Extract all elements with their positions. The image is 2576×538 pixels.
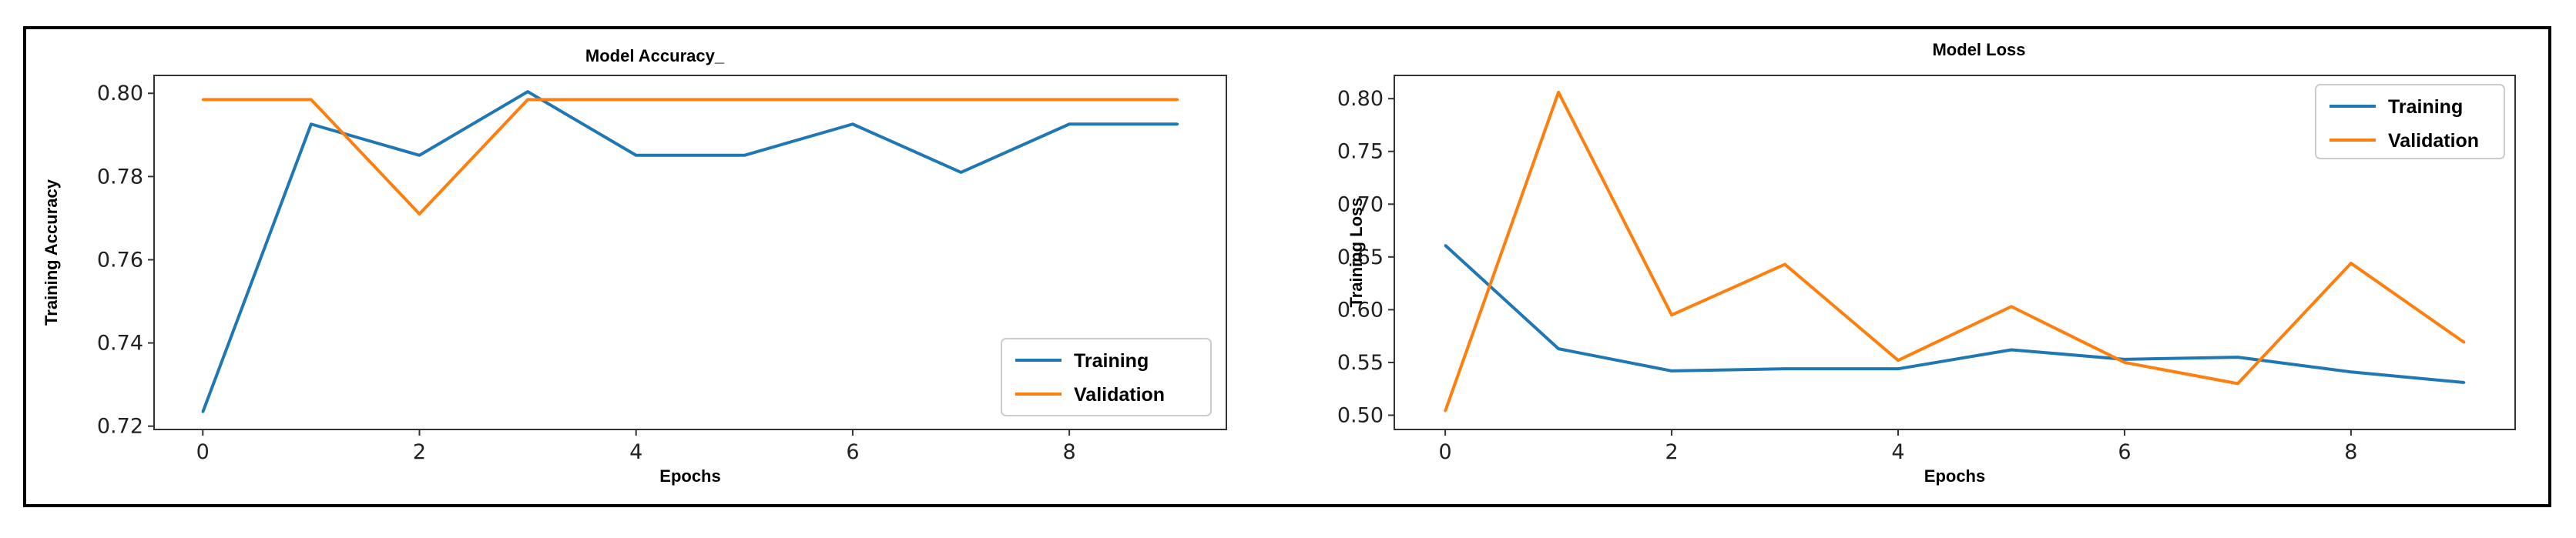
chart1-series-training-point bbox=[526, 90, 529, 93]
chart1-xtick-label: 4 bbox=[629, 440, 642, 464]
chart1-series-training-point bbox=[743, 154, 746, 157]
chart2-series-validation-point bbox=[1670, 313, 1673, 316]
chart2-legend: Training Validation bbox=[2315, 84, 2505, 159]
chart2-series-training-point bbox=[2236, 356, 2239, 359]
chart2-series-training-point bbox=[2350, 370, 2353, 373]
chart1-series-validation-point bbox=[1068, 98, 1071, 101]
chart1-ytick-label: 0.76 bbox=[97, 248, 143, 272]
chart2-series-training-point bbox=[1444, 244, 1447, 247]
chart2-series-validation-line bbox=[1444, 90, 2466, 412]
chart1-series-validation-point bbox=[418, 212, 421, 216]
chart2-ytick-label: 0.75 bbox=[1337, 140, 1384, 164]
chart1-series-validation-point bbox=[201, 98, 204, 101]
chart1-legend-label-training: Training bbox=[1074, 350, 1149, 372]
chart2-ytick-label: 0.55 bbox=[1337, 351, 1384, 375]
chart2-series-validation-point bbox=[1444, 409, 1447, 413]
chart1-legend-box bbox=[1001, 338, 1212, 416]
chart1-series-validation-point bbox=[960, 98, 963, 101]
chart2-legend-label-validation: Validation bbox=[2388, 130, 2479, 152]
chart1-series-validation-point bbox=[635, 98, 638, 101]
chart1-ytick-label: 0.78 bbox=[97, 165, 143, 189]
figure-frame bbox=[23, 26, 2551, 507]
chart2-series-validation-point bbox=[2123, 361, 2126, 364]
chart2-group: Model Loss 0 2 4 6 8 0.50 0.55 0.60 0.65 0.70 0.75 0… bbox=[1337, 40, 2516, 486]
chart1-title: Model Accuracy_ bbox=[585, 46, 725, 65]
chart1-series-training-point bbox=[635, 154, 638, 157]
chart1-group: Model Accuracy_ 0 2 4 6 8 0.72 0.74 0.76 0.78 0.80… bbox=[42, 46, 1227, 486]
chart1-axes-frame bbox=[153, 75, 1227, 430]
chart1-legend: Training Validation bbox=[1001, 338, 1212, 416]
chart1-ytick-label: 0.80 bbox=[97, 82, 143, 105]
chart1-series-validation-point bbox=[310, 98, 313, 101]
chart2-series-training-line bbox=[1444, 244, 2465, 384]
chart2-xtick-label: 0 bbox=[1439, 440, 1452, 464]
chart2-series-validation-point bbox=[1897, 359, 1900, 362]
chart2-ytick-label: 0.65 bbox=[1337, 246, 1384, 269]
chart2-series-validation-point bbox=[2236, 382, 2239, 385]
chart2-series-validation-point bbox=[2010, 305, 2013, 308]
chart2-series-training-point bbox=[2123, 358, 2126, 361]
chart1-series-training-point bbox=[310, 122, 313, 125]
chart2-series-validation-point bbox=[1783, 262, 1786, 266]
chart1-series-validation-point bbox=[743, 98, 746, 101]
chart1-series-training-point bbox=[1176, 122, 1179, 125]
chart1-series-training-point bbox=[851, 122, 854, 125]
chart1-xtick-label: 0 bbox=[196, 440, 210, 464]
chart2-ylabel: Training Loss bbox=[1347, 197, 1366, 307]
chart2-series-training-point bbox=[1557, 347, 1560, 350]
chart1-ylabel: Training Accuracy bbox=[42, 179, 61, 326]
chart2-xtick-label: 8 bbox=[2344, 440, 2357, 464]
chart1-series-training-point bbox=[1068, 122, 1071, 125]
chart2-ytick-label: 0.60 bbox=[1337, 298, 1384, 322]
chart2-series-training-point bbox=[1670, 369, 1673, 373]
chart1-series-training-point bbox=[418, 154, 421, 157]
chart1-series-training-point bbox=[201, 410, 204, 413]
chart1-series-validation-line bbox=[203, 98, 1178, 216]
chart2-series-training-point bbox=[1897, 367, 1900, 370]
chart2-legend-label-training: Training bbox=[2388, 96, 2463, 118]
chart2-xtick-label: 2 bbox=[1665, 440, 1678, 464]
chart2-axes-frame bbox=[1394, 75, 2516, 430]
chart2-series-training-point bbox=[2010, 348, 2013, 351]
chart2-ytick-label: 0.70 bbox=[1337, 192, 1384, 216]
chart1-ytick-label: 0.72 bbox=[97, 415, 143, 439]
chart2-series-training-point bbox=[2463, 381, 2466, 384]
chart2-series-validation-point bbox=[1557, 91, 1560, 94]
chart1-xlabel: Epochs bbox=[659, 466, 720, 486]
chart2-ytick-label: 0.50 bbox=[1337, 403, 1384, 427]
chart1-series-validation-point bbox=[1176, 98, 1179, 101]
chart1-series-validation-point bbox=[526, 98, 529, 101]
chart1-series-training-point bbox=[960, 171, 963, 174]
chart2-title: Model Loss bbox=[1932, 40, 2025, 59]
chart2-ytick-label: 0.80 bbox=[1337, 87, 1384, 111]
chart1-series-validation-point bbox=[851, 98, 854, 101]
chart2-series-validation-point bbox=[2463, 341, 2466, 344]
chart1-xtick-label: 6 bbox=[846, 440, 859, 464]
chart1-xtick-label: 2 bbox=[413, 440, 426, 464]
chart2-xtick-label: 4 bbox=[1891, 440, 1904, 464]
chart1-xtick-label: 8 bbox=[1063, 440, 1076, 464]
chart2-series-validation-point bbox=[2350, 262, 2353, 265]
chart2-xlabel: Epochs bbox=[1924, 466, 1985, 486]
chart2-xtick-label: 6 bbox=[2118, 440, 2131, 464]
chart1-ytick-label: 0.74 bbox=[97, 332, 143, 356]
chart1-legend-label-validation: Validation bbox=[1074, 384, 1165, 406]
chart2-series-training-point bbox=[1783, 367, 1786, 370]
chart1-series-training-line bbox=[201, 90, 1178, 413]
